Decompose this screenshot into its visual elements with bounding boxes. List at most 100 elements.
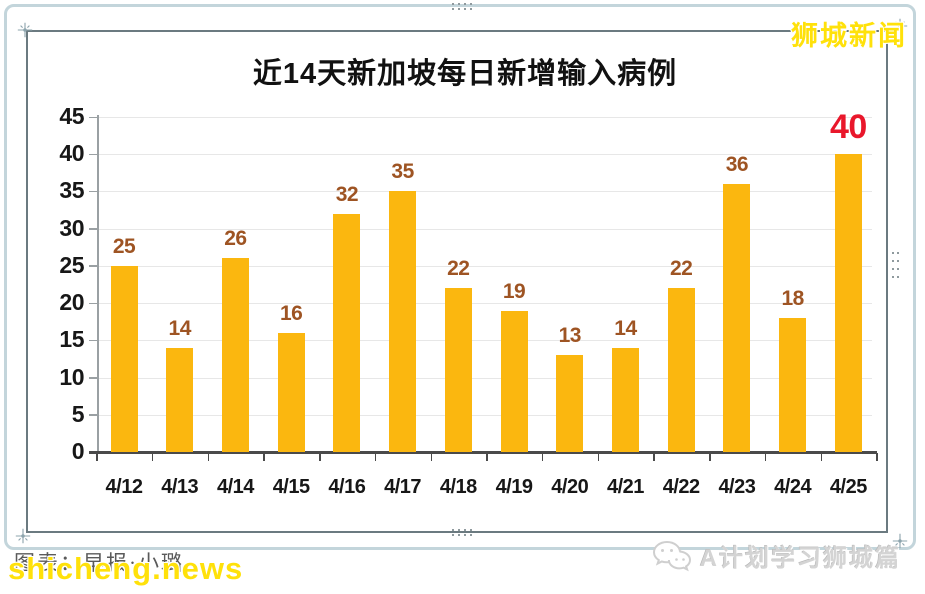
gridline bbox=[97, 303, 872, 305]
bar-4/20 bbox=[556, 355, 584, 452]
bar-4/19 bbox=[500, 310, 528, 452]
y-axis-tick bbox=[89, 265, 97, 267]
x-axis-category-label: 4/14 bbox=[216, 476, 254, 498]
wechat-icon bbox=[652, 540, 691, 571]
y-axis-tick bbox=[89, 414, 97, 416]
y-axis-label: 40 bbox=[59, 140, 84, 167]
x-axis-tick bbox=[541, 453, 544, 461]
y-axis-label: 10 bbox=[59, 363, 84, 390]
x-axis-category-label: 4/20 bbox=[551, 476, 589, 498]
y-axis-label: 35 bbox=[59, 177, 84, 204]
x-axis-category-label: 4/25 bbox=[829, 476, 867, 498]
y-axis-tick bbox=[89, 153, 97, 156]
frame-corner-ornament bbox=[17, 22, 33, 38]
watermark-a-plan-label: A计划学习狮城篇 bbox=[699, 545, 901, 572]
frame-grip-bottom bbox=[452, 529, 472, 536]
frame-corner-ornament bbox=[892, 18, 908, 34]
x-axis-tick bbox=[597, 453, 600, 461]
x-axis-tick bbox=[653, 453, 655, 461]
x-axis-tick bbox=[151, 453, 154, 461]
x-axis-category-label: 4/12 bbox=[105, 476, 143, 498]
bar-value-label: 22 bbox=[447, 257, 470, 281]
x-axis-tick bbox=[319, 453, 321, 461]
bar-4/24 bbox=[779, 318, 807, 452]
y-axis-label: 0 bbox=[71, 438, 85, 464]
frame-corner-ornament bbox=[15, 528, 31, 544]
bar-4/22 bbox=[667, 288, 695, 452]
x-axis-category-label: 4/19 bbox=[495, 476, 533, 498]
y-axis-label: 25 bbox=[59, 251, 84, 278]
x-axis-tick bbox=[374, 453, 377, 461]
x-axis-tick bbox=[486, 453, 488, 461]
watermark-shicheng-news: shicheng.news bbox=[8, 551, 244, 586]
y-axis-label: 45 bbox=[59, 103, 84, 130]
x-axis-tick bbox=[207, 453, 210, 461]
y-axis-label: 5 bbox=[71, 400, 85, 427]
bar-4/25 bbox=[834, 154, 862, 452]
frame-grip-top bbox=[452, 3, 472, 10]
x-axis-tick bbox=[263, 453, 265, 461]
gridline bbox=[97, 154, 872, 156]
gridline bbox=[97, 117, 872, 119]
x-axis-tick bbox=[96, 453, 98, 461]
y-axis-tick bbox=[89, 228, 97, 230]
y-axis-tick bbox=[89, 116, 97, 119]
bar-value-label: 18 bbox=[781, 287, 804, 310]
bar-4/18 bbox=[444, 288, 472, 452]
frame-grip-right bbox=[892, 252, 899, 278]
x-axis-category-label: 4/24 bbox=[774, 476, 812, 498]
x-axis-tick bbox=[764, 453, 767, 461]
x-axis-category-label: 4/18 bbox=[439, 476, 477, 498]
bar-value-label: 26 bbox=[224, 227, 247, 251]
gridline bbox=[97, 414, 872, 416]
bar-value-label: 16 bbox=[279, 301, 303, 325]
x-axis-category-label: 4/22 bbox=[662, 476, 700, 498]
bar-value-label: 14 bbox=[168, 316, 192, 340]
bar-4/14 bbox=[221, 258, 249, 452]
gridline bbox=[97, 377, 872, 379]
bar-value-label: 35 bbox=[391, 160, 414, 184]
chart-title: 近14天新加坡每日新增输入病例 bbox=[252, 58, 678, 90]
bar-4/16 bbox=[333, 213, 361, 452]
x-axis-category-label: 4/16 bbox=[328, 476, 366, 498]
bar-4/21 bbox=[611, 347, 639, 452]
x-axis-tick bbox=[876, 453, 878, 461]
chart-credit: 图表：早报·小璐 bbox=[14, 551, 184, 575]
x-axis-tick bbox=[430, 453, 433, 461]
bar-4/13 bbox=[166, 347, 194, 452]
gridline bbox=[97, 191, 872, 193]
y-axis-tick bbox=[89, 377, 97, 379]
bar-4/15 bbox=[277, 332, 305, 452]
x-axis-category-label: 4/15 bbox=[272, 476, 310, 498]
gridline bbox=[97, 228, 872, 230]
y-axis-line bbox=[97, 115, 99, 454]
y-axis-label: 15 bbox=[59, 326, 84, 353]
frame-corner-ornament bbox=[892, 533, 908, 549]
bar-value-label: 14 bbox=[614, 316, 637, 340]
y-axis-tick bbox=[89, 190, 97, 193]
bar-value-label: 36 bbox=[725, 153, 749, 177]
gridline bbox=[97, 265, 872, 267]
y-axis-tick bbox=[89, 339, 97, 342]
bar-value-label: 32 bbox=[335, 182, 359, 206]
x-axis-category-label: 4/23 bbox=[718, 476, 756, 498]
x-axis-tick bbox=[820, 453, 823, 461]
bar-4/23 bbox=[723, 184, 751, 452]
bar-value-label: 13 bbox=[558, 324, 582, 348]
y-axis-label: 30 bbox=[59, 214, 84, 241]
bar-4/12 bbox=[110, 265, 138, 452]
image-frame-outer bbox=[4, 4, 916, 550]
image-frame-inner bbox=[26, 30, 888, 533]
x-axis-category-label: 4/13 bbox=[161, 476, 199, 498]
watermark-a-plan: A计划学习狮城篇 bbox=[652, 538, 901, 573]
y-axis-tick bbox=[89, 302, 97, 305]
x-axis-category-label: 4/17 bbox=[384, 476, 422, 498]
bar-value-label: 19 bbox=[502, 279, 526, 303]
y-axis-label: 20 bbox=[59, 289, 84, 316]
gridline bbox=[97, 340, 872, 342]
x-axis-line bbox=[89, 451, 877, 454]
x-axis-tick bbox=[709, 453, 711, 461]
bar-4/17 bbox=[389, 191, 417, 452]
